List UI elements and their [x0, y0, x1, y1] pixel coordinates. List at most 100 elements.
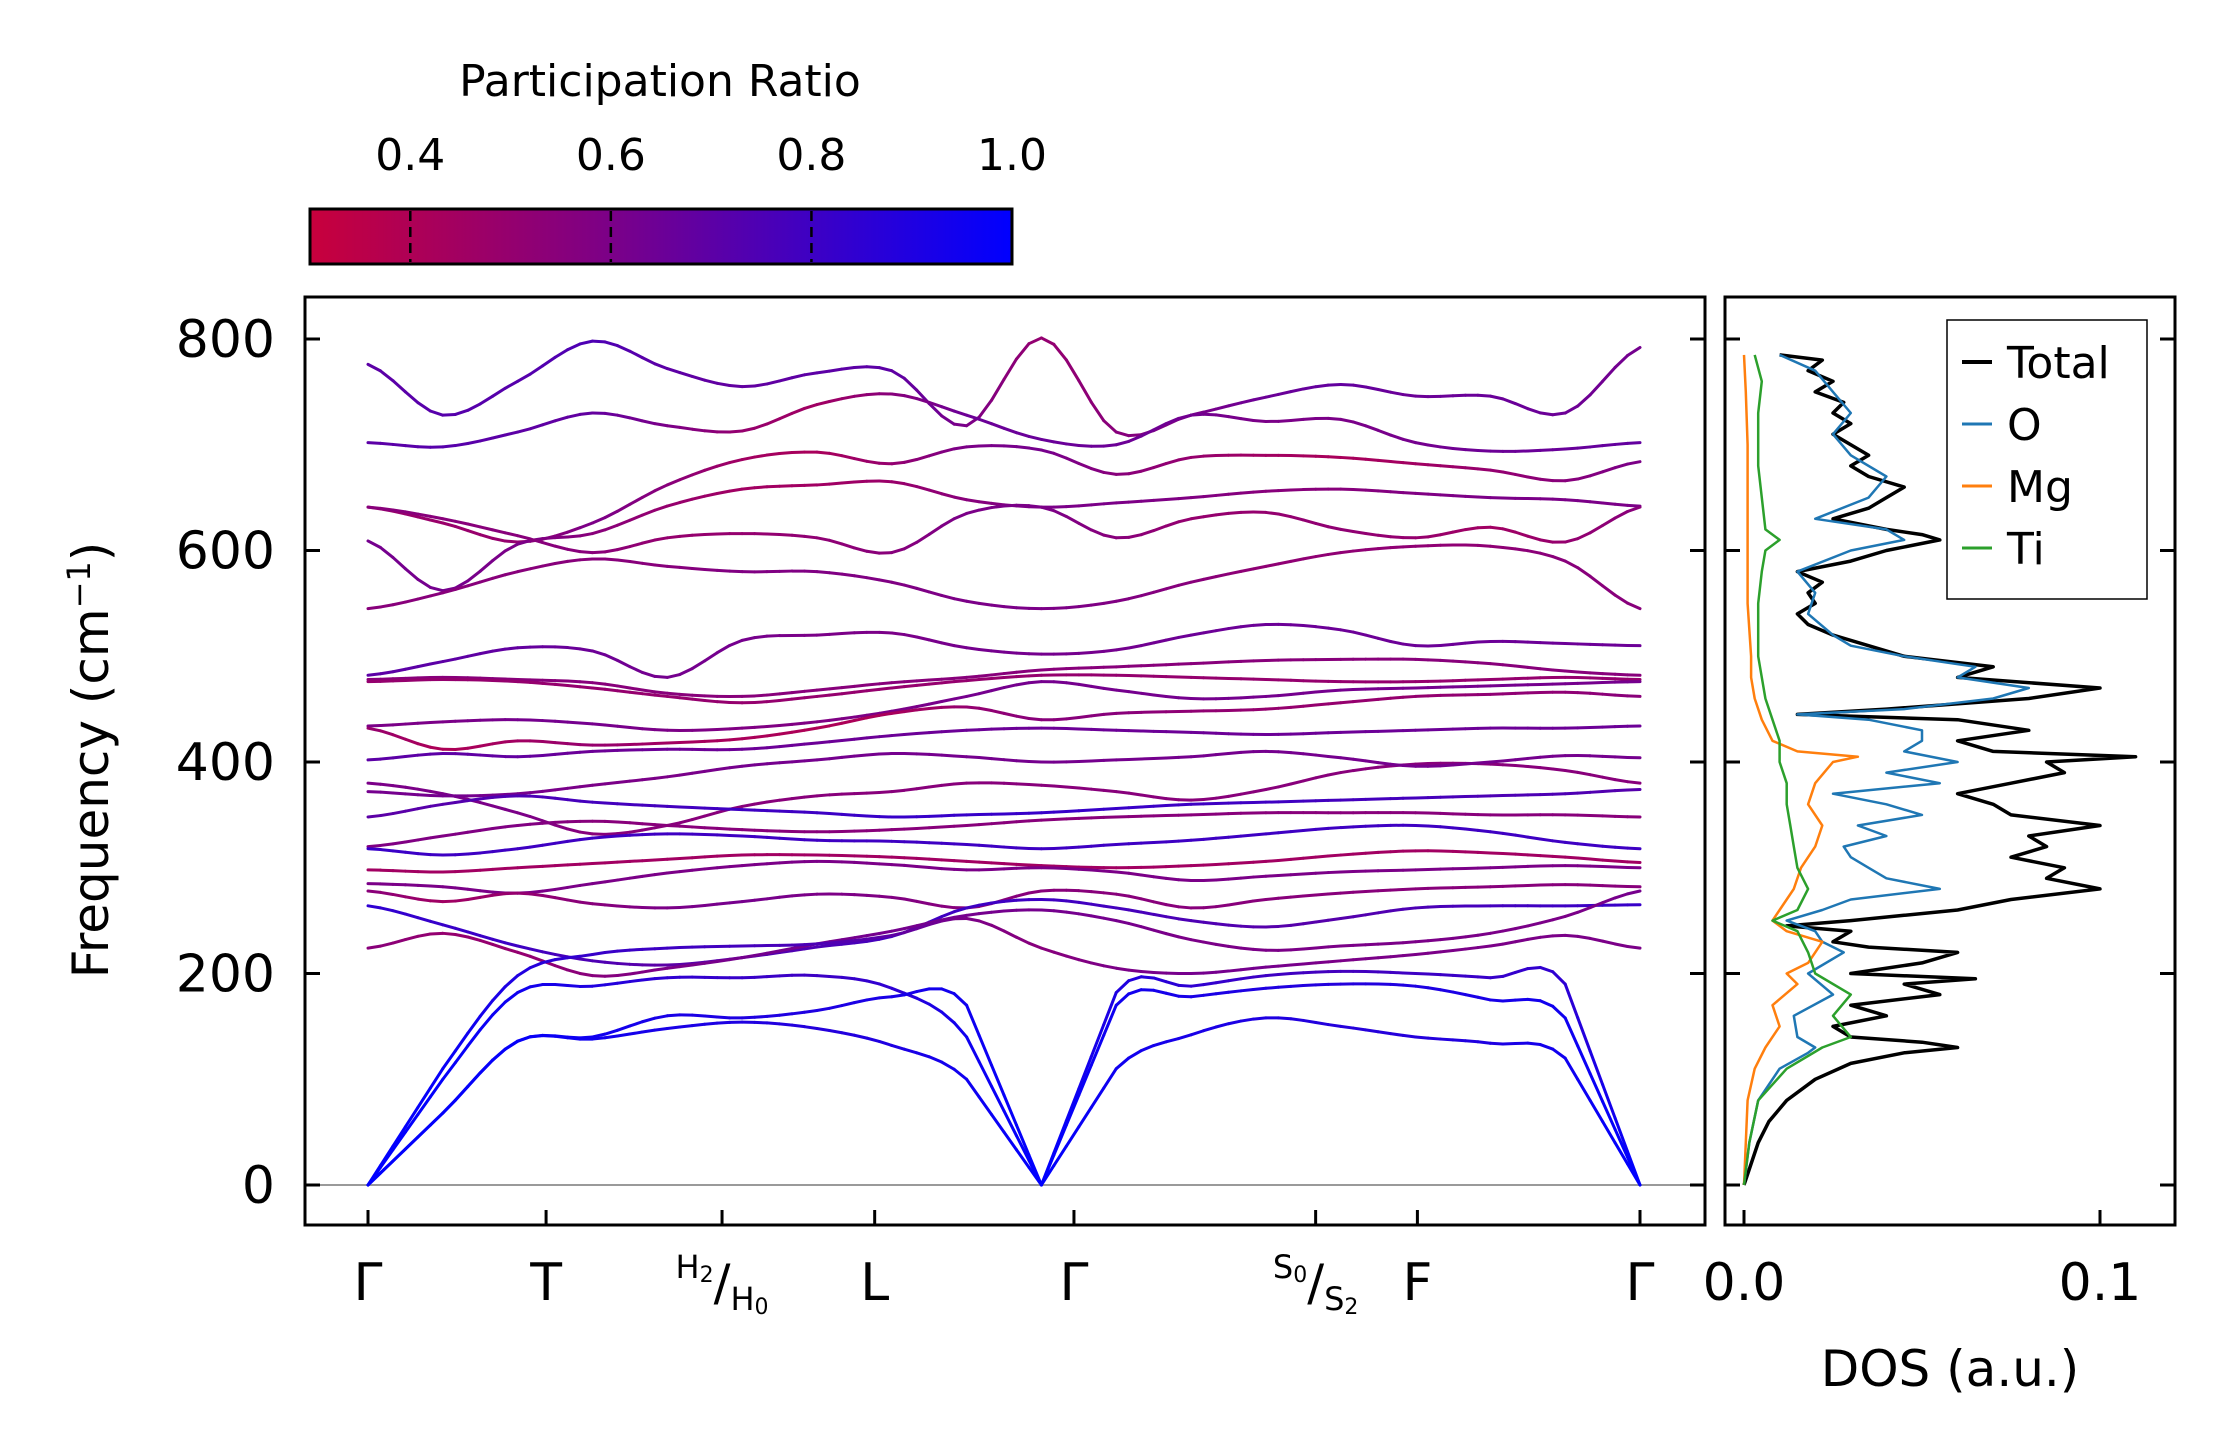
band-segment	[940, 705, 956, 709]
band-segment	[640, 977, 657, 982]
band-segment	[1089, 601, 1106, 607]
band-segment	[441, 587, 457, 595]
band-segment	[1002, 444, 1018, 449]
band-segment	[578, 882, 594, 887]
band-segment	[990, 377, 1006, 402]
dos-x-tick-label: 0.0	[1703, 1253, 1786, 1313]
band-segment	[1264, 858, 1280, 863]
band-segment	[715, 958, 732, 964]
band-segment	[441, 931, 457, 936]
band-segment	[728, 737, 744, 742]
band-segment	[1351, 383, 1368, 389]
band-segment	[1401, 694, 1418, 699]
band-segment	[516, 985, 532, 995]
band-segment	[765, 809, 782, 813]
band-segment	[890, 369, 906, 380]
band-segment	[1613, 593, 1630, 605]
band-segment	[478, 998, 495, 1018]
band-segment	[1214, 922, 1230, 927]
band-segment	[965, 859, 981, 864]
band-segment	[1438, 464, 1455, 469]
band-segment	[778, 743, 794, 749]
band-segment	[1214, 903, 1230, 909]
band-segment	[890, 631, 906, 637]
band-segment	[865, 365, 881, 370]
band-segment	[1264, 392, 1280, 399]
band-segment	[915, 532, 931, 544]
band-segment	[990, 675, 1006, 680]
band-segment	[578, 339, 594, 346]
band-segment	[977, 1033, 994, 1067]
band-segment	[1326, 754, 1343, 760]
band-segment	[1314, 854, 1330, 859]
band-segment	[1526, 448, 1542, 453]
band-segment	[1613, 462, 1630, 470]
band-segment	[528, 739, 545, 744]
band-segment	[678, 696, 694, 701]
band-segment	[1264, 985, 1280, 990]
band-segment	[1127, 644, 1143, 650]
band-segment	[1526, 764, 1542, 770]
band-segment	[1538, 754, 1555, 759]
band-segment	[403, 792, 420, 797]
k-point-label: S0/S2	[1273, 1248, 1358, 1320]
band-segment	[578, 836, 594, 842]
band-segment	[902, 633, 919, 639]
band-segment	[403, 567, 420, 581]
band-segment	[1563, 559, 1580, 570]
band-segment	[528, 753, 545, 758]
band-segment	[1501, 852, 1517, 856]
band-segment	[628, 560, 644, 565]
band-segment	[753, 422, 769, 430]
band-segment	[1476, 448, 1492, 453]
band-segment	[1276, 692, 1293, 698]
band-segment	[815, 718, 831, 724]
band-segment	[1139, 804, 1156, 809]
band-segment	[1164, 1037, 1181, 1044]
band-segment	[815, 570, 831, 575]
band-segment	[802, 838, 819, 842]
band-segment	[640, 1028, 657, 1034]
band-segment	[1613, 502, 1630, 507]
band-segment	[790, 947, 806, 953]
band-segment	[640, 561, 657, 567]
band-segment	[902, 705, 919, 711]
band-segment	[628, 978, 644, 984]
band-segment	[1588, 691, 1605, 696]
band-segment	[890, 460, 906, 466]
band-segment	[441, 517, 457, 523]
band-segment	[1189, 993, 1206, 999]
band-segment	[852, 1033, 869, 1040]
band-segment	[615, 820, 632, 825]
band-segment	[1226, 415, 1243, 421]
band-segment	[1488, 1041, 1505, 1046]
band-segment	[603, 653, 619, 662]
band-segment	[615, 876, 632, 882]
band-segment	[1102, 419, 1118, 434]
band-segment	[952, 644, 969, 650]
band-segment	[815, 724, 831, 730]
band-segment	[1189, 754, 1206, 759]
band-segment	[877, 982, 894, 990]
band-segment	[1226, 861, 1243, 866]
band-segment	[553, 559, 570, 566]
band-segment	[1014, 935, 1031, 945]
band-segment	[1064, 605, 1081, 610]
band-segment	[852, 860, 869, 865]
band-segment	[1052, 810, 1068, 814]
band-segment	[690, 739, 707, 744]
band-segment	[1064, 514, 1081, 525]
band-segment	[1276, 418, 1293, 423]
band-segment	[640, 692, 657, 697]
band-segment	[815, 1026, 831, 1033]
band-segment	[728, 864, 744, 869]
band-segment	[1226, 792, 1243, 798]
band-segment	[827, 632, 844, 636]
band-segment	[1289, 947, 1305, 952]
band-segment	[416, 932, 432, 938]
band-segment	[1364, 547, 1380, 552]
band-segment	[753, 862, 769, 867]
band-segment	[1463, 640, 1480, 645]
band-segment	[391, 892, 407, 899]
band-segment	[877, 894, 894, 899]
